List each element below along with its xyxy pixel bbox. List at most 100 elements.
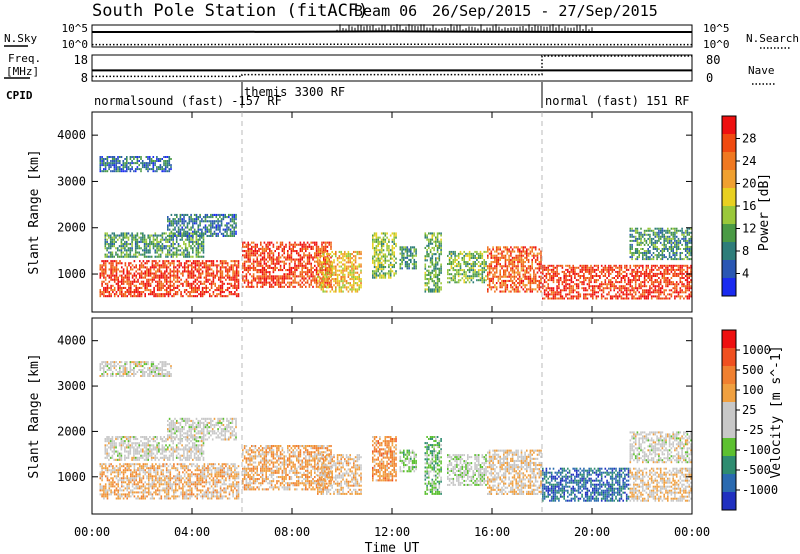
heat-cell <box>205 274 207 277</box>
heat-cell <box>143 162 146 165</box>
heat-cell <box>201 262 204 265</box>
heat-cell <box>575 287 578 290</box>
heat-cell <box>382 253 385 256</box>
heat-cell <box>177 232 180 235</box>
heat-cell <box>625 283 628 286</box>
heat-cell <box>99 293 102 296</box>
heat-cell <box>209 274 211 277</box>
heat-cell <box>554 293 557 296</box>
heat-cell <box>629 283 632 286</box>
heat-cell <box>559 279 562 282</box>
heat-cell <box>174 286 177 289</box>
heat-cell <box>235 213 237 216</box>
heat-cell <box>230 260 233 263</box>
heat-cell <box>197 255 199 258</box>
heat-cell <box>165 232 167 235</box>
heat-cell <box>531 248 533 251</box>
heat-cell <box>136 160 139 162</box>
heat-cell <box>436 238 439 241</box>
heat-cell <box>415 248 417 251</box>
heat-cell <box>531 263 533 266</box>
heat-cell <box>638 295 640 298</box>
heat-cell <box>463 250 465 253</box>
heat-cell <box>170 238 173 241</box>
heat-cell <box>148 260 150 263</box>
heat-cell <box>606 283 608 286</box>
heat-cell <box>554 297 557 300</box>
heat-cell <box>276 281 278 284</box>
heat-cell <box>595 295 598 298</box>
heat-cell <box>404 265 407 268</box>
heat-cell <box>299 254 302 257</box>
heat-cell <box>625 297 628 300</box>
heat-cell <box>306 241 309 244</box>
heat-cell <box>189 286 191 289</box>
heat-cell <box>617 270 619 273</box>
heat-cell <box>149 240 151 243</box>
heat-cell <box>230 284 233 287</box>
heat-cell <box>190 255 192 258</box>
heat-cell <box>101 268 103 271</box>
heat-cell <box>386 245 388 248</box>
heat-cell <box>393 272 395 275</box>
heat-cell <box>299 279 302 282</box>
heat-cell <box>172 251 174 254</box>
heat-cell <box>245 279 248 282</box>
heat-cell <box>180 291 182 294</box>
heat-cell <box>177 245 180 248</box>
heat-cell <box>467 269 469 272</box>
heat-cell <box>388 249 390 252</box>
heat-cell <box>299 250 302 253</box>
heat-cell <box>382 249 385 252</box>
heat-cell <box>522 254 525 257</box>
heat-cell <box>192 234 194 237</box>
heat-cell <box>197 247 199 250</box>
heat-cell <box>120 234 123 237</box>
heat-cell <box>187 266 189 269</box>
heat-cell <box>435 244 437 247</box>
heat-cell <box>281 279 284 282</box>
heat-cell <box>288 283 291 286</box>
heat-cell <box>187 274 189 277</box>
heat-cell <box>382 274 385 277</box>
heat-cell <box>279 264 282 267</box>
heat-cell <box>119 170 121 173</box>
heat-cell <box>164 293 166 296</box>
heat-cell <box>219 226 221 229</box>
heat-cell <box>592 293 594 296</box>
heat-cell <box>234 282 236 285</box>
heat-cell <box>428 242 430 245</box>
heat-cell <box>577 275 580 277</box>
heat-cell <box>149 278 152 281</box>
heat-cell <box>200 243 203 246</box>
heat-cell <box>214 274 216 277</box>
heat-cell <box>141 166 144 169</box>
heat-cell <box>168 160 171 162</box>
heat-cell <box>263 262 266 265</box>
heat-cell <box>659 279 662 282</box>
heat-cell <box>156 251 158 254</box>
heat-cell <box>499 271 501 274</box>
heat-cell <box>608 270 610 273</box>
heat-cell <box>221 280 224 283</box>
heat-cell <box>629 264 632 267</box>
heat-cell <box>226 272 229 275</box>
heat-cell <box>510 254 512 257</box>
heat-cell <box>140 253 142 256</box>
heat-cell <box>413 246 416 249</box>
heat-cell <box>563 272 565 275</box>
heat-cell <box>518 271 521 274</box>
heat-cell <box>340 250 342 253</box>
heat-cell <box>202 220 205 223</box>
heat-cell <box>235 232 237 235</box>
heat-cell <box>476 259 478 261</box>
heat-cell <box>545 266 548 269</box>
heat-cell <box>233 230 235 233</box>
heat-cell <box>159 166 162 169</box>
heat-cell <box>380 245 383 248</box>
heat-cell <box>170 224 173 227</box>
heat-cell <box>504 269 507 272</box>
heat-cell <box>130 291 132 294</box>
heat-cell <box>112 272 114 275</box>
heat-cell <box>237 293 240 296</box>
